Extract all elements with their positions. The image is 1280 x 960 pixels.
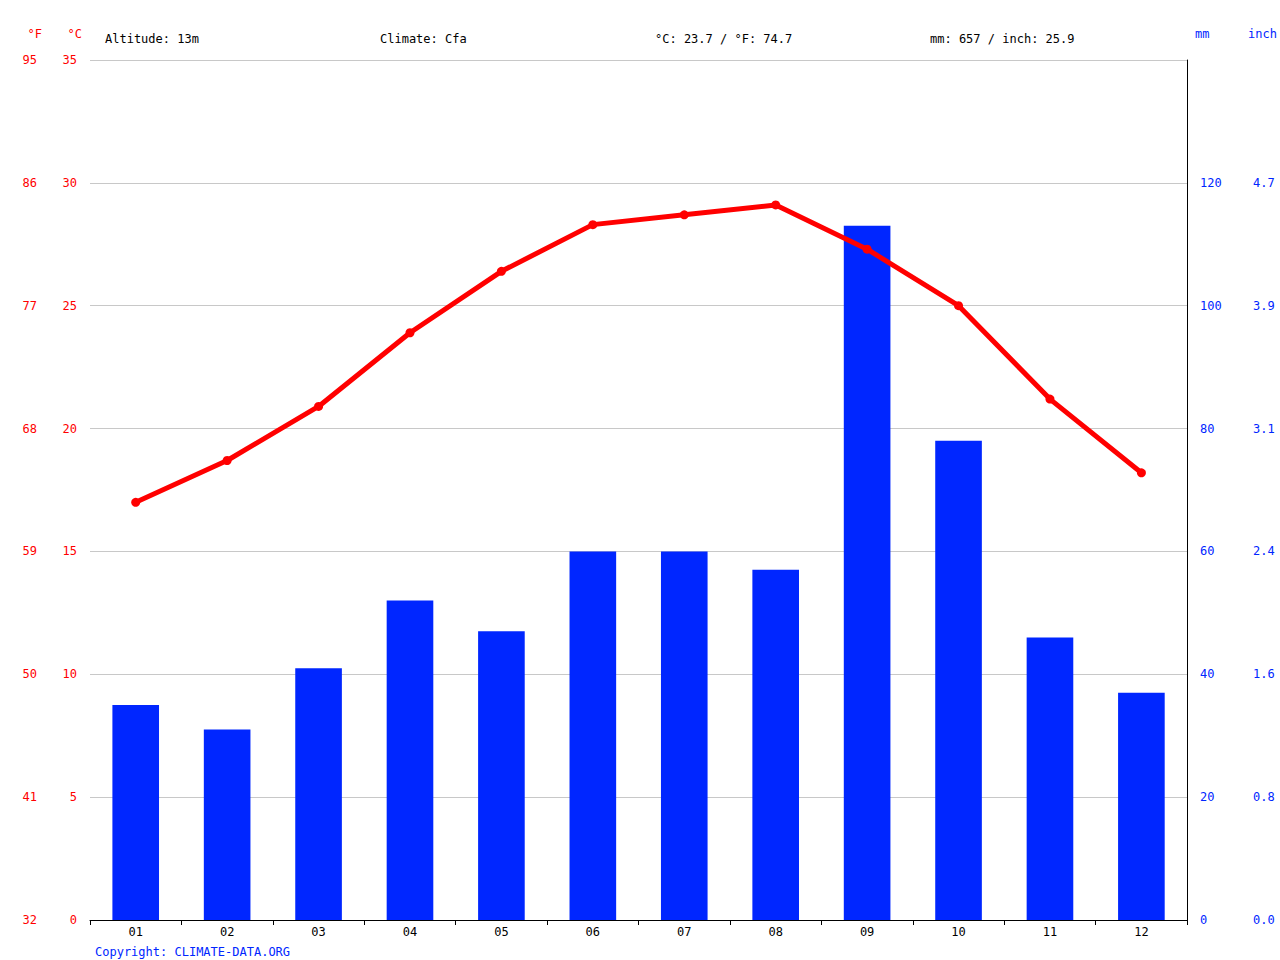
svg-text:20: 20 [63, 422, 77, 436]
svg-text:Altitude: 13m: Altitude: 13m [105, 32, 199, 46]
svg-text:120: 120 [1200, 176, 1222, 190]
svg-text:95: 95 [23, 53, 37, 67]
svg-text:08: 08 [768, 925, 782, 939]
svg-text:1.6: 1.6 [1253, 667, 1275, 681]
svg-text:35: 35 [63, 53, 77, 67]
svg-text:05: 05 [494, 925, 508, 939]
svg-text:mm: 657 / inch: 25.9: mm: 657 / inch: 25.9 [930, 32, 1075, 46]
svg-text:°C: 23.7 / °F: 74.7: °C: 23.7 / °F: 74.7 [655, 32, 792, 46]
svg-text:4.7: 4.7 [1253, 176, 1275, 190]
svg-text:09: 09 [860, 925, 874, 939]
svg-text:59: 59 [23, 544, 37, 558]
svg-text:77: 77 [23, 299, 37, 313]
svg-text:80: 80 [1200, 422, 1214, 436]
svg-text:0: 0 [1200, 913, 1207, 927]
svg-text:41: 41 [23, 790, 37, 804]
svg-text:25: 25 [63, 299, 77, 313]
svg-text:02: 02 [220, 925, 234, 939]
svg-text:32: 32 [23, 913, 37, 927]
svg-text:3.1: 3.1 [1253, 422, 1275, 436]
svg-text:15: 15 [63, 544, 77, 558]
svg-text:0: 0 [70, 913, 77, 927]
svg-text:3.9: 3.9 [1253, 299, 1275, 313]
svg-text:2.4: 2.4 [1253, 544, 1275, 558]
svg-text:mm: mm [1195, 27, 1209, 41]
svg-text:86: 86 [23, 176, 37, 190]
svg-text:0.8: 0.8 [1253, 790, 1275, 804]
svg-text:60: 60 [1200, 544, 1214, 558]
svg-text:Climate: Cfa: Climate: Cfa [380, 32, 467, 46]
svg-text:10: 10 [63, 667, 77, 681]
svg-text:30: 30 [63, 176, 77, 190]
svg-text:inch: inch [1248, 27, 1277, 41]
svg-text:03: 03 [311, 925, 325, 939]
svg-text:20: 20 [1200, 790, 1214, 804]
svg-text:06: 06 [586, 925, 600, 939]
svg-text:10: 10 [951, 925, 965, 939]
svg-text:Copyright: CLIMATE-DATA.ORG: Copyright: CLIMATE-DATA.ORG [95, 945, 290, 959]
svg-text:100: 100 [1200, 299, 1222, 313]
svg-text:50: 50 [23, 667, 37, 681]
svg-text:01: 01 [128, 925, 142, 939]
svg-text:5: 5 [70, 790, 77, 804]
svg-text:12: 12 [1134, 925, 1148, 939]
svg-text:11: 11 [1043, 925, 1057, 939]
svg-text:°F: °F [28, 27, 42, 41]
svg-text:0.0: 0.0 [1253, 913, 1275, 927]
svg-text:40: 40 [1200, 667, 1214, 681]
svg-text:68: 68 [23, 422, 37, 436]
svg-text:04: 04 [403, 925, 417, 939]
svg-text:07: 07 [677, 925, 691, 939]
svg-text:°C: °C [68, 27, 82, 41]
